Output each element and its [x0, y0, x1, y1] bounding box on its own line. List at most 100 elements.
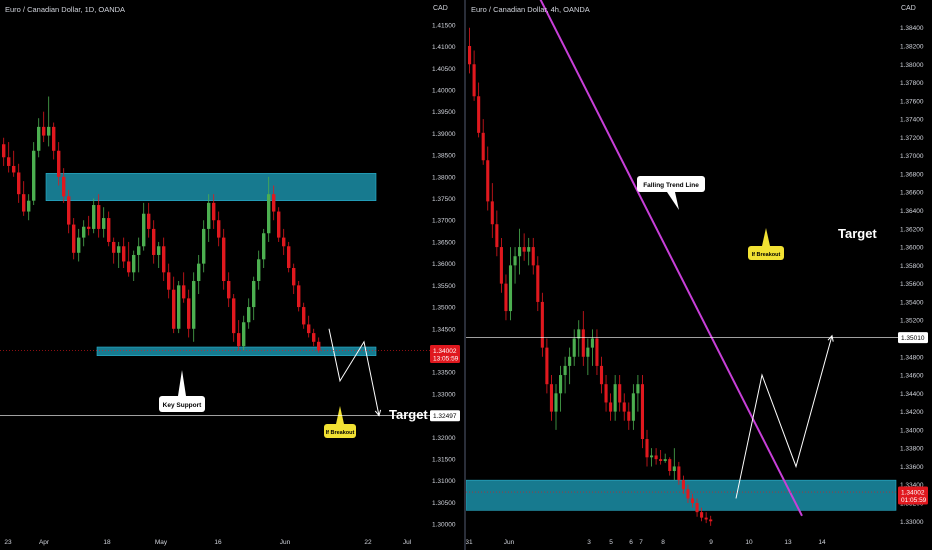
h4-y-tick-label: 1.34400	[900, 391, 924, 398]
h4-candle-body	[700, 512, 704, 518]
daily-candle-body	[72, 224, 76, 253]
h4-candle-body	[609, 402, 613, 412]
h4-candle-body	[536, 265, 540, 302]
daily-candle-body	[207, 202, 211, 229]
daily-candle-body	[37, 126, 41, 151]
h4-y-tick-label: 1.37800	[900, 80, 924, 87]
h4-zone-0	[466, 479, 897, 511]
daily-y-tick-label: 1.41500	[432, 22, 456, 29]
h4-x-tick-label: 13	[784, 539, 792, 546]
daily-target-label: Target	[389, 407, 428, 422]
daily-x-tick-label: 23	[4, 539, 12, 546]
h4-candle-body	[577, 329, 581, 339]
h4-candle-body	[663, 459, 667, 461]
h4-y-tick-label: 1.37400	[900, 117, 924, 124]
h4-y-tick-label: 1.37600	[900, 98, 924, 105]
h4-note-text: If Breakout	[752, 252, 781, 258]
h4-candle-body	[563, 365, 567, 376]
daily-candle-body	[107, 218, 111, 242]
h4-candle-body	[686, 489, 690, 499]
daily-y-tick-label: 1.36000	[432, 261, 456, 268]
h4-candle-body	[595, 338, 599, 366]
daily-candle-body	[42, 126, 46, 136]
h4-note-bubble	[748, 246, 784, 260]
h4-candle-body	[513, 256, 517, 266]
h4-candle-body	[599, 365, 604, 385]
daily-candle-body	[97, 205, 101, 229]
h4-candle-body	[604, 384, 608, 403]
daily-x-tick-label: 22	[364, 539, 372, 546]
h4-candle-body	[654, 455, 658, 460]
daily-candle-body	[122, 246, 126, 262]
daily-candle-body	[117, 246, 121, 253]
daily-candle-body	[227, 281, 231, 299]
daily-chart-panel[interactable]: Key Support If Breakout Target 1.41500 1.410…	[0, 0, 464, 550]
h4-price-tag	[898, 486, 928, 505]
daily-candle-body	[187, 298, 191, 329]
h4-price-tag-countdown: 01:05:59	[901, 497, 927, 504]
h4-candle-body	[618, 384, 622, 403]
daily-candle-body	[292, 267, 296, 286]
daily-price-tag-value: 1.32497	[433, 413, 457, 420]
h4-x-tick-label: 14	[818, 539, 826, 546]
daily-candle-body	[112, 241, 116, 253]
daily-y-tick-label: 1.40000	[432, 87, 456, 94]
h4-chart-canvas[interactable]: Falling Trend Line If Breakout Target 1.384…	[466, 0, 932, 550]
daily-candle-body	[67, 196, 71, 225]
h4-candle-body	[677, 466, 681, 481]
h4-y-tick-label: 1.35200	[900, 318, 924, 325]
h4-candle-body	[636, 384, 640, 394]
h4-target-label: Target	[838, 226, 877, 241]
daily-note-bubble	[324, 424, 356, 438]
daily-zone-0	[45, 173, 377, 201]
h4-candle-body	[613, 384, 617, 412]
h4-candle-body	[486, 160, 490, 202]
h4-candle-body	[681, 480, 685, 490]
h4-y-tick-label: 1.34800	[900, 354, 924, 361]
h4-candle-body	[472, 64, 476, 97]
h4-candle-body	[704, 517, 708, 520]
daily-candle-body	[192, 281, 196, 329]
h4-candle-body	[508, 265, 513, 312]
h4-candle-body	[527, 247, 531, 252]
h4-candle-body	[468, 45, 472, 65]
daily-candle-body	[307, 324, 311, 334]
daily-candle-body	[172, 289, 176, 329]
h4-axis-unit: CAD	[901, 5, 916, 12]
daily-candle-body	[152, 228, 156, 255]
h4-y-tick-label: 1.33000	[900, 519, 924, 526]
daily-x-tick-label: Jul	[403, 539, 412, 546]
h4-candle-body	[645, 439, 649, 458]
panel-divider[interactable]	[464, 0, 466, 550]
h4-note-text: Falling Trend Line	[643, 182, 699, 189]
daily-candle-body	[232, 298, 236, 334]
daily-chart-canvas[interactable]: Key Support If Breakout Target 1.41500 1.410…	[0, 0, 464, 550]
h4-candle-body	[631, 393, 635, 421]
h4-projection-arrowhead	[827, 334, 834, 342]
daily-candle-body	[157, 246, 161, 255]
h4-x-tick-label: 6	[629, 539, 633, 546]
daily-y-tick-label: 1.39000	[432, 131, 456, 138]
daily-y-tick-label: 1.41000	[432, 44, 456, 51]
h4-candle-body	[559, 375, 563, 394]
daily-candle-body	[182, 285, 186, 299]
h4-chart-panel[interactable]: Falling Trend Line If Breakout Target 1.384…	[466, 0, 932, 550]
h4-y-tick-label: 1.37200	[900, 135, 924, 142]
daily-axis-unit: CAD	[433, 5, 448, 12]
daily-candle-body	[257, 259, 261, 282]
daily-price-tag	[430, 344, 460, 363]
h4-y-tick-label: 1.34000	[900, 427, 924, 434]
h4-candle-body	[504, 283, 508, 312]
h4-y-tick-label: 1.33400	[900, 482, 924, 489]
h4-candle-body	[495, 224, 499, 248]
daily-y-tick-label: 1.35000	[432, 305, 456, 312]
daily-candle-body	[252, 281, 256, 308]
h4-note-pointer	[667, 192, 679, 210]
h4-candle-body	[572, 338, 576, 357]
daily-y-tick-label: 1.39500	[432, 109, 456, 116]
h4-x-tick-label: 5	[609, 539, 613, 546]
daily-y-tick-label: 1.31000	[432, 478, 456, 485]
daily-candle-body	[2, 144, 6, 158]
daily-candle-body	[147, 213, 151, 229]
h4-y-tick-label: 1.36200	[900, 226, 924, 233]
